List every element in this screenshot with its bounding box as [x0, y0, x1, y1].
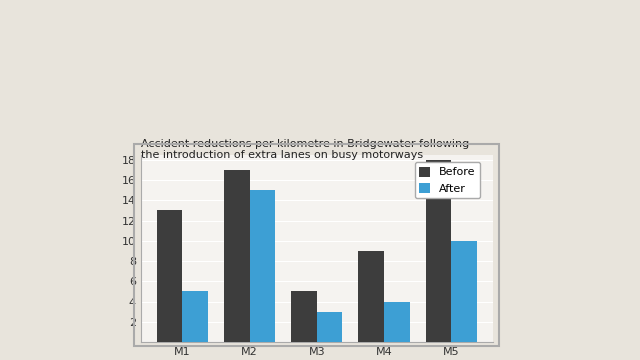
Bar — [358, 251, 384, 342]
Bar — [451, 241, 477, 342]
Text: Accident reductions per kilometre in Bridgewater following: Accident reductions per kilometre in Bri… — [141, 139, 469, 149]
Bar — [384, 302, 410, 342]
Bar — [157, 211, 182, 342]
Legend: Before, After: Before, After — [415, 162, 480, 198]
Bar — [426, 160, 451, 342]
Text: the introduction of extra lanes on busy motorways: the introduction of extra lanes on busy … — [141, 150, 423, 160]
Bar — [182, 291, 208, 342]
Bar — [317, 312, 342, 342]
Bar — [291, 291, 317, 342]
Bar — [250, 190, 275, 342]
Bar — [224, 170, 250, 342]
